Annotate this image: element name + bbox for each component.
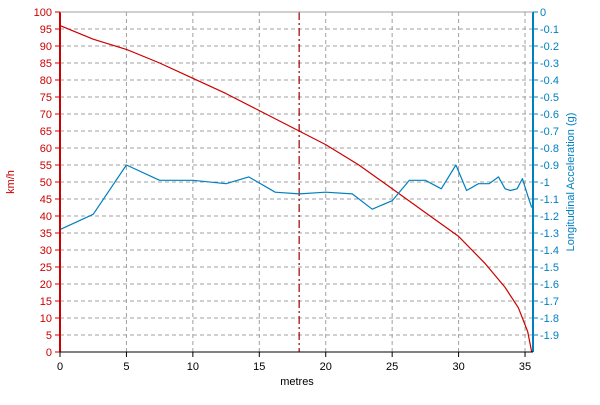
- y-axis-left-tick-label: 65: [40, 126, 52, 138]
- x-axis-tick-label: 20: [320, 361, 332, 373]
- y-axis-left-tick-label: 80: [40, 75, 52, 87]
- y-axis-left-tick-label: 25: [40, 262, 52, 274]
- y-axis-right-tick-label: -1.3: [540, 228, 559, 240]
- y-axis-right-tick-label: -1.2: [540, 211, 559, 223]
- x-axis-tick-label: 10: [187, 361, 199, 373]
- y-axis-left-tick-label: 50: [40, 177, 52, 189]
- x-axis-tick-label: 35: [519, 361, 531, 373]
- y-axis-left-tick-label: 85: [40, 58, 52, 70]
- y-axis-right-tick-label: -1.1: [540, 194, 559, 206]
- y-axis-right-tick-label: -0.4: [540, 75, 559, 87]
- y-axis-right-tick-label: -1.7: [540, 296, 559, 308]
- x-axis-title: metres: [280, 376, 314, 388]
- y-axis-right-tick-label: -1: [540, 177, 550, 189]
- y-axis-right-tick-label: -0.7: [540, 126, 559, 138]
- y-axis-right-tick-label: -0.6: [540, 109, 559, 121]
- series-layer: [59, 25, 533, 353]
- x-axis-tick-label: 0: [57, 361, 63, 373]
- x-axis-tick-label: 25: [386, 361, 398, 373]
- axes: 0510152025303540455055606570758085909510…: [34, 7, 559, 373]
- y-axis-right-tick-label: 0: [540, 7, 546, 19]
- y-axis-right-tick-label: -0.8: [540, 143, 559, 155]
- y-axis-left-tick-label: 100: [34, 7, 52, 19]
- x-axis-tick-label: 5: [123, 361, 129, 373]
- y-axis-right-tick-label: -1.5: [540, 262, 559, 274]
- y-axis-left-tick-label: 5: [46, 330, 52, 342]
- y-axis-right-tick-label: -1.9: [540, 330, 559, 342]
- y-axis-right-tick-label: -0.1: [540, 24, 559, 36]
- series-line-speed: [59, 25, 533, 353]
- y-axis-left-tick-label: 75: [40, 92, 52, 104]
- y-axis-left-tick-label: 10: [40, 313, 52, 325]
- y-axis-left-tick-label: 70: [40, 109, 52, 121]
- grid: [60, 11, 533, 352]
- y-axis-right-tick-label: -0.2: [540, 41, 559, 53]
- x-axis-tick-label: 15: [253, 361, 265, 373]
- y-axis-left-tick-label: 15: [40, 296, 52, 308]
- y-axis-left-tick-label: 90: [40, 41, 52, 53]
- y-axis-left-tick-label: 20: [40, 279, 52, 291]
- y-axis-left-tick-label: 35: [40, 228, 52, 240]
- y-axis-right-tick-label: -0.9: [540, 160, 559, 172]
- y-axis-left-tick-label: 60: [40, 143, 52, 155]
- y-axis-right-title: Longitudinal Acceleration (g): [565, 113, 577, 252]
- y-axis-right-tick-label: -0.3: [540, 58, 559, 70]
- y-axis-right-tick-label: -1.4: [540, 245, 559, 257]
- y-axis-left-title: km/h: [5, 170, 17, 194]
- y-axis-left-tick-label: 45: [40, 194, 52, 206]
- y-axis-left-tick-label: 0: [46, 347, 52, 359]
- y-axis-left-tick-label: 95: [40, 24, 52, 36]
- y-axis-right-tick-label: -1.6: [540, 279, 559, 291]
- y-axis-right-tick-label: -0.5: [540, 92, 559, 104]
- y-axis-right-tick-label: -1.8: [540, 313, 559, 325]
- y-axis-left-tick-label: 55: [40, 160, 52, 172]
- y-axis-left-tick-label: 40: [40, 211, 52, 223]
- series-line-acceleration: [59, 164, 533, 231]
- y-axis-left-tick-label: 30: [40, 245, 52, 257]
- x-axis-tick-label: 30: [452, 361, 464, 373]
